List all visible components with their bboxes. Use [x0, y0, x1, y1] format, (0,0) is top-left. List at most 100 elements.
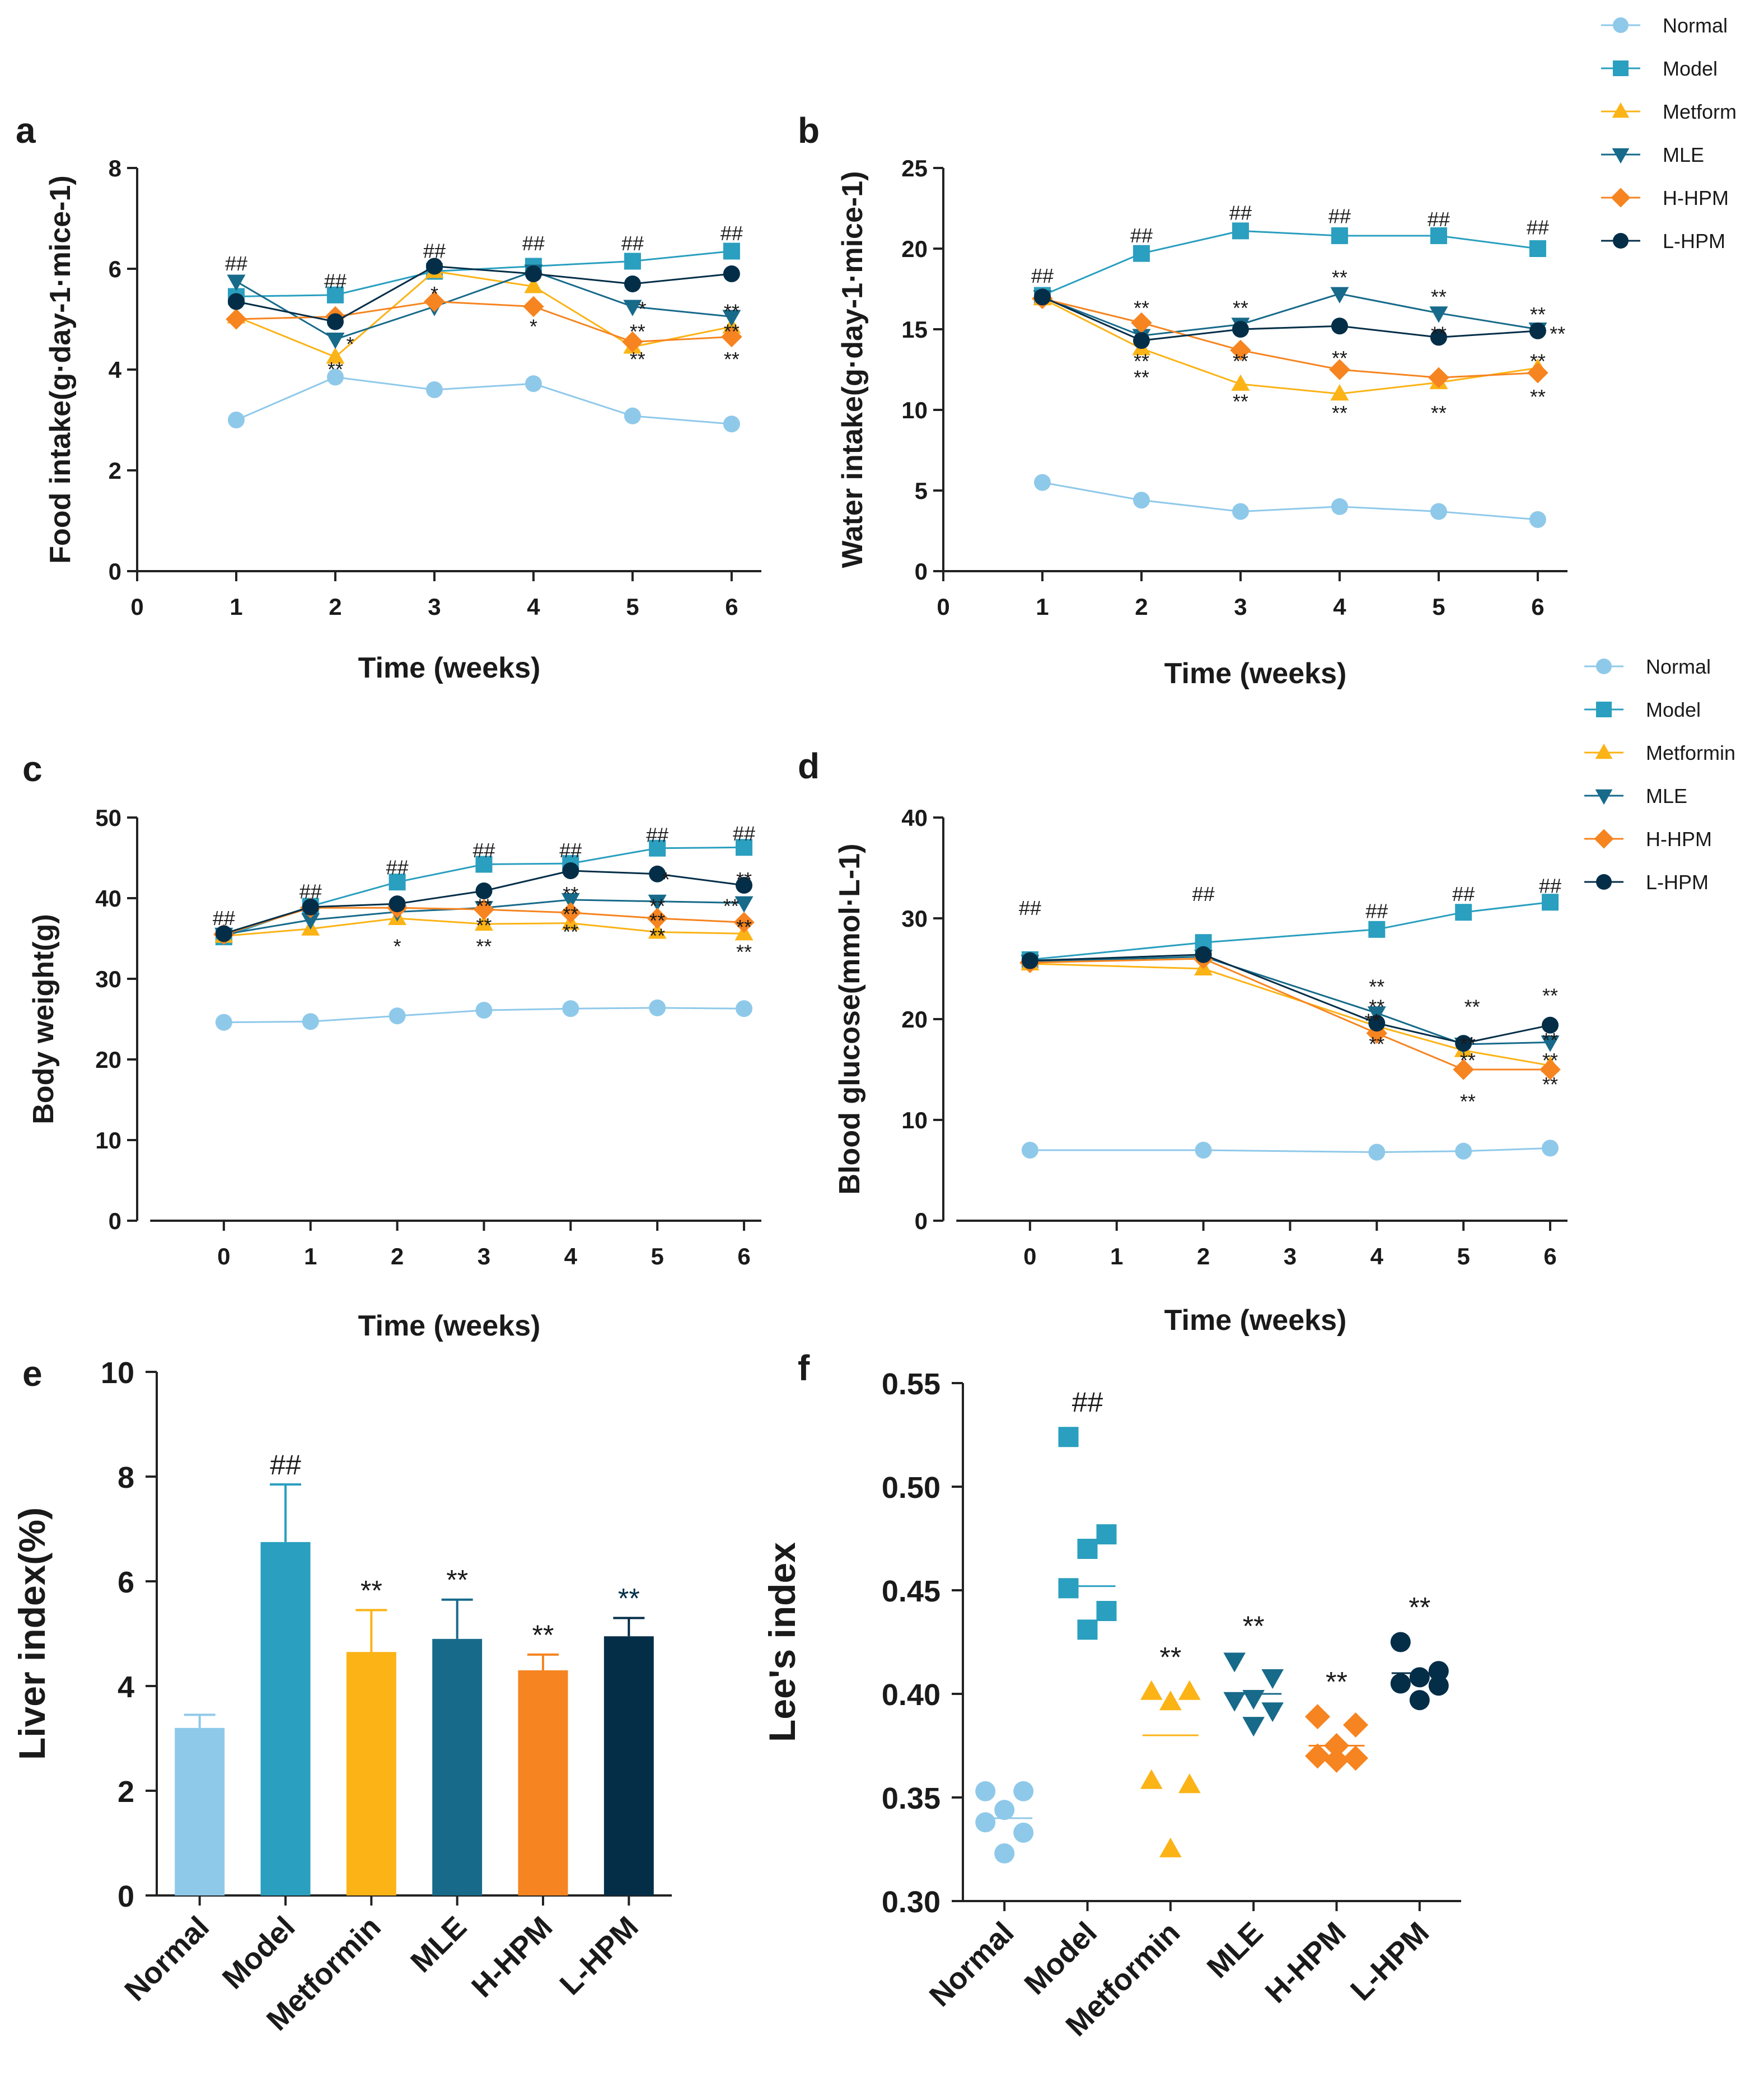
panel-label-b: b [798, 110, 820, 151]
significance-label: ** [1542, 1049, 1558, 1072]
significance-label: ## [720, 222, 743, 245]
panel-label-e: e [22, 1353, 43, 1394]
legend-label: Model [1646, 698, 1701, 721]
x-tick-label: Normal [118, 1910, 216, 2007]
significance-label: ** [1134, 366, 1149, 389]
data-point [736, 1000, 753, 1017]
y-tick-label: 6 [109, 256, 121, 282]
legend-label: H-HPM [1663, 186, 1729, 209]
x-tick-label: 5 [1457, 1243, 1470, 1269]
bar-h-hpm [518, 1670, 568, 1895]
series-line-model [236, 250, 732, 297]
legend-marker [1596, 874, 1612, 890]
x-tick-label: 3 [1284, 1243, 1297, 1269]
legend-marker [1613, 60, 1629, 76]
significance-label: ** [476, 935, 492, 958]
y-tick-label: 15 [901, 316, 928, 343]
data-point [1231, 374, 1250, 391]
bar-metformin [346, 1652, 396, 1895]
x-tick-label: 0 [217, 1243, 230, 1269]
significance-label: ** [724, 300, 740, 323]
significance-label: ** [1369, 975, 1384, 998]
x-tick-label: MLE [1201, 1916, 1270, 1984]
data-point [524, 277, 543, 293]
significance-label: ** [361, 1575, 382, 1606]
data-point [1331, 317, 1348, 335]
significance-label: ** [1530, 350, 1546, 373]
data-point [561, 893, 580, 910]
y-tick-label: 20 [901, 236, 928, 262]
data-point [1430, 227, 1447, 244]
y-tick-label: 2 [109, 457, 121, 484]
significance-label: ## [472, 839, 495, 862]
significance-label: ** [1365, 1010, 1381, 1033]
data-point [649, 839, 666, 857]
x-tick-label: 2 [391, 1243, 404, 1269]
data-point [389, 1007, 406, 1025]
significance-label: ## [1365, 899, 1388, 922]
x-axis-label: Time (weeks) [358, 1310, 541, 1342]
data-point [1540, 1059, 1561, 1080]
data-point [389, 895, 406, 913]
significance-label: ** [1134, 350, 1149, 373]
y-tick-label: 0.40 [882, 1678, 941, 1712]
data-point [1324, 1733, 1349, 1758]
y-tick-label: 0.55 [882, 1367, 941, 1401]
significance-label: ## [1328, 204, 1351, 227]
significance-label: ** [1332, 266, 1347, 289]
data-point [648, 922, 667, 939]
significance-label: ## [621, 232, 644, 255]
legend-marker [1612, 102, 1630, 118]
legend-label: Normal [1646, 655, 1711, 678]
significance-label: ## [324, 270, 347, 293]
significance-label: ** [649, 909, 665, 932]
y-tick-label: 0 [915, 1208, 928, 1234]
significance-label: * [662, 868, 670, 891]
y-axis-label: Body weight(g) [27, 914, 60, 1124]
data-point [1140, 1680, 1163, 1700]
chart-panel-f: f 0.30 0.35 0.40 0.45 0.50 0.55 Lee's index Norm… [761, 1348, 1461, 2043]
series-line-mle [1042, 293, 1538, 337]
legend-top: Normal Model Metform MLE H-HPM L-HPM [1601, 14, 1737, 253]
x-tick-label: 3 [428, 594, 441, 620]
y-tick-label: 8 [109, 155, 121, 181]
data-point [301, 913, 320, 930]
significance-label: ** [1431, 285, 1447, 308]
data-point [723, 415, 740, 433]
significance-label: ** [736, 916, 752, 938]
x-tick-label: 6 [1543, 1243, 1556, 1269]
significance-label: ** [1233, 390, 1248, 413]
significance-label: ** [1159, 1641, 1181, 1673]
data-point [1140, 1769, 1163, 1789]
data-point [722, 310, 741, 326]
x-tick-label: 2 [329, 594, 341, 620]
significance-label: ** [1326, 1666, 1347, 1698]
series-line-metform [1042, 297, 1538, 395]
y-axis-label: Food intake(g·day-1·mice-1) [44, 175, 77, 563]
significance-label: ** [563, 903, 578, 926]
y-tick-label: 0 [118, 1880, 134, 1913]
data-point [1529, 240, 1546, 257]
significance-label: ## [646, 824, 668, 847]
y-tick-label: 8 [118, 1461, 134, 1495]
data-point [425, 381, 443, 398]
data-point [736, 839, 753, 856]
data-point [389, 874, 406, 891]
data-point [424, 291, 445, 312]
data-point [525, 265, 542, 282]
significance-label: * [431, 282, 438, 305]
data-point [623, 300, 642, 316]
y-tick-label: 4 [109, 357, 122, 383]
legend-label: Metformin [1646, 741, 1735, 764]
significance-label: ** [563, 920, 578, 943]
series-line-normal [1030, 1147, 1551, 1154]
data-point [1305, 1743, 1330, 1769]
x-tick-label: 4 [527, 594, 540, 620]
data-point [1133, 245, 1150, 262]
x-tick-label: 1 [1036, 594, 1049, 620]
significance-label: ** [1460, 1049, 1476, 1072]
x-tick-label: 4 [1333, 594, 1346, 620]
data-point [1242, 1690, 1265, 1710]
significance-label: ** [736, 868, 752, 891]
significance-label: ## [1192, 882, 1215, 905]
